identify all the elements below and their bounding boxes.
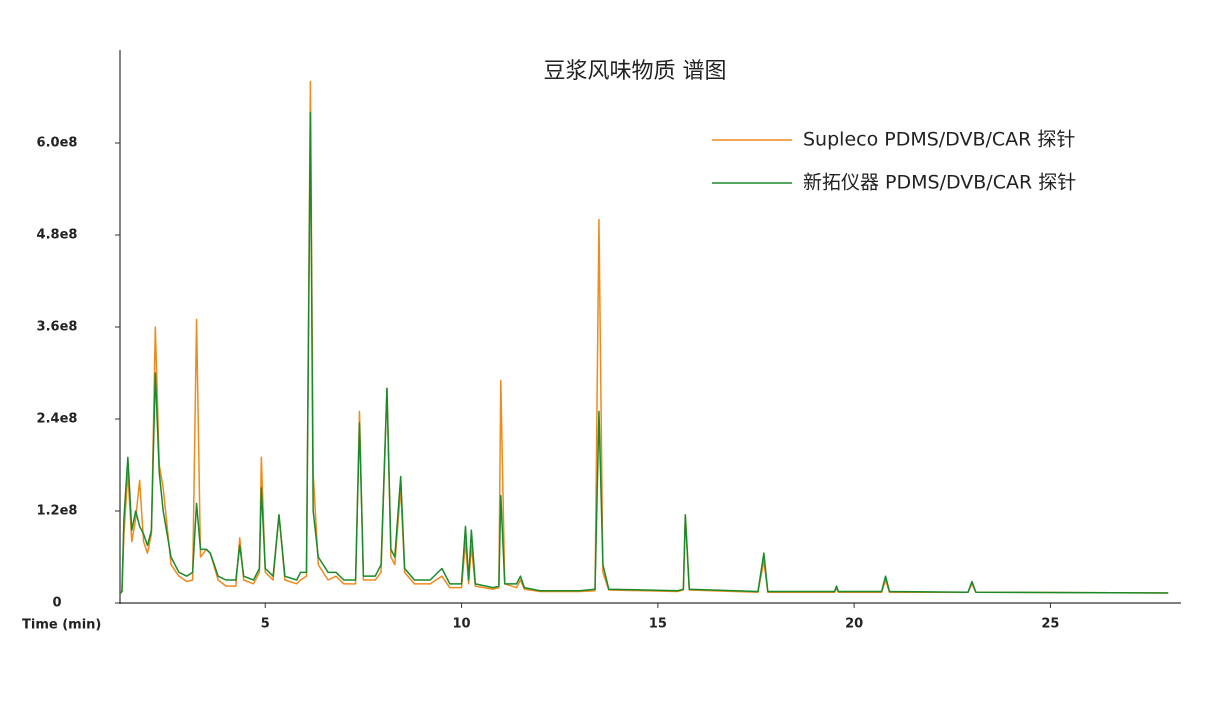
y-tick-label: 6.0e8: [37, 136, 78, 151]
y-tick-label: 3.6e8: [37, 320, 78, 335]
x-axis-label: Time (min): [22, 618, 101, 633]
x-tick-label: 10: [453, 617, 471, 632]
y-tick-label: 1.2e8: [37, 504, 78, 519]
legend-label: 新拓仪器 PDMS/DVB/CAR 探针: [803, 172, 1076, 194]
x-tick-label: 25: [1041, 617, 1059, 632]
series-line: [119, 111, 1169, 595]
chart-title: 豆浆风味物质 谱图: [544, 59, 727, 84]
y-tick-label: 2.4e8: [37, 412, 78, 427]
x-tick-label: 20: [845, 617, 863, 632]
y-tick-label: 4.8e8: [37, 228, 78, 243]
series-line: [119, 80, 1169, 595]
legend-label: Supleco PDMS/DVB/CAR 探针: [803, 129, 1075, 151]
x-tick-label: 15: [649, 617, 667, 632]
x-tick-label: 5: [261, 617, 270, 632]
y-tick-label: 0: [52, 596, 61, 611]
